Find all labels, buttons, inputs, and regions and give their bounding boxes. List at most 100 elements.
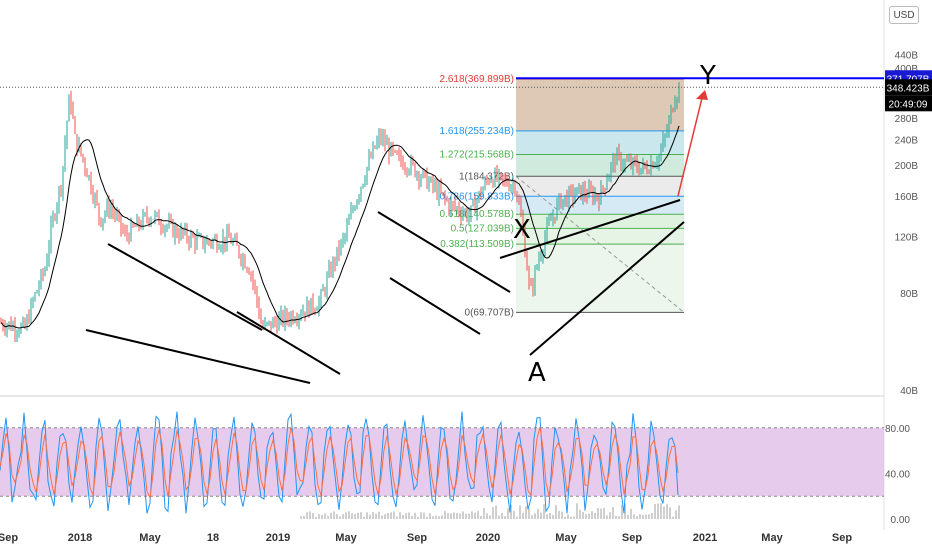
- y-tick-label: 80B: [900, 289, 918, 300]
- volume-bar: [636, 516, 638, 519]
- volume-bar: [627, 514, 629, 519]
- volume-bar: [351, 513, 353, 519]
- volume-bar: [399, 512, 401, 519]
- volume-bar: [444, 511, 446, 519]
- oscillator-tick-label: 0.00: [891, 515, 911, 526]
- oscillator-line-d: [0, 426, 679, 500]
- volume-bar: [561, 511, 563, 519]
- volume-bar: [585, 514, 587, 519]
- trendline: [85, 329, 311, 384]
- y-tick-label: 280B: [895, 114, 919, 125]
- fib-level-label: 2.618(369.899B): [439, 74, 514, 85]
- volume-bars: [300, 503, 680, 519]
- volume-bar: [666, 504, 668, 519]
- fib-level-label: 0(69.707B): [465, 307, 514, 318]
- volume-bar: [363, 516, 365, 519]
- x-tick-label: 2021: [693, 532, 717, 544]
- projection-arrow: [677, 97, 703, 197]
- x-tick-label: 18: [207, 532, 219, 544]
- trendline: [529, 221, 685, 356]
- trendline: [107, 243, 263, 331]
- volume-bar: [552, 514, 554, 519]
- volume-bar: [654, 503, 656, 519]
- fib-level-label: 1.618(255.234B): [439, 126, 514, 137]
- volume-bar: [672, 516, 674, 519]
- volume-bar: [516, 516, 518, 519]
- volume-bar: [558, 510, 560, 519]
- fib-zone: [516, 78, 684, 131]
- volume-bar: [519, 505, 521, 519]
- volume-bar: [330, 512, 332, 519]
- fib-trend-line: [515, 175, 685, 313]
- volume-bar: [603, 507, 605, 519]
- volume-bar: [306, 512, 308, 519]
- volume-bar: [591, 511, 593, 519]
- volume-bar: [630, 509, 632, 519]
- volume-bar: [381, 515, 383, 519]
- volume-bar: [348, 511, 350, 519]
- volume-bar: [579, 509, 581, 519]
- x-tick-label: May: [555, 532, 577, 544]
- volume-bar: [597, 508, 599, 519]
- volume-bar: [480, 515, 482, 519]
- volume-bar: [393, 511, 395, 519]
- y-tick-label: 160B: [895, 192, 919, 203]
- arrow-head: [696, 90, 708, 100]
- volume-bar: [303, 515, 305, 519]
- volume-bar: [462, 511, 464, 519]
- volume-bar: [525, 506, 527, 519]
- volume-bar: [471, 511, 473, 519]
- currency-button[interactable]: USD: [889, 6, 919, 24]
- trendline: [499, 199, 681, 259]
- fib-level-label: 0.382(113.509B): [440, 239, 514, 250]
- volume-bar: [606, 515, 608, 519]
- volume-bar: [342, 514, 344, 519]
- volume-bar: [429, 513, 431, 519]
- volume-bar: [639, 514, 641, 519]
- volume-bar: [570, 516, 572, 519]
- x-tick-label: 2018: [68, 532, 92, 544]
- volume-bar: [387, 513, 389, 519]
- volume-bar: [549, 513, 551, 519]
- volume-bar: [312, 513, 314, 519]
- volume-bar: [459, 513, 461, 519]
- volume-bar: [450, 513, 452, 519]
- volume-bar: [420, 512, 422, 519]
- x-tick-label: Sep: [407, 532, 427, 544]
- countdown-label: 20:49:09: [889, 99, 928, 110]
- volume-bar: [441, 515, 443, 519]
- volume-bar: [369, 514, 371, 519]
- volume-bar: [474, 512, 476, 519]
- volume-bar: [447, 513, 449, 519]
- volume-bar: [414, 512, 416, 519]
- volume-bar: [402, 514, 404, 519]
- volume-bar: [669, 507, 671, 519]
- volume-bar: [405, 513, 407, 519]
- volume-bar: [336, 514, 338, 519]
- x-tick-label: 2020: [476, 532, 500, 544]
- volume-bar: [537, 508, 539, 519]
- volume-bar: [648, 514, 650, 519]
- oscillator-tick-label: 80.00: [885, 424, 910, 435]
- volume-bar: [624, 503, 626, 519]
- volume-bar: [495, 505, 497, 519]
- volume-bar: [546, 514, 548, 519]
- y-tick-label: 40B: [900, 386, 918, 397]
- volume-bar: [324, 513, 326, 519]
- annotation-x: X: [513, 215, 531, 245]
- trendline: [377, 211, 511, 293]
- volume-bar: [318, 514, 320, 519]
- volume-bar: [333, 511, 335, 519]
- volume-bar: [339, 516, 341, 519]
- fib-zone: [516, 176, 684, 197]
- fib-zone: [516, 228, 684, 245]
- fib-level-label: 1.272(215.568B): [439, 149, 514, 160]
- volume-bar: [372, 512, 374, 519]
- volume-bar: [483, 507, 485, 519]
- annotation-a: A: [528, 358, 546, 388]
- volume-bar: [507, 508, 509, 519]
- fib-level-label: 0.5(127.039B): [451, 223, 514, 234]
- volume-bar: [663, 506, 665, 519]
- volume-bar: [678, 505, 680, 519]
